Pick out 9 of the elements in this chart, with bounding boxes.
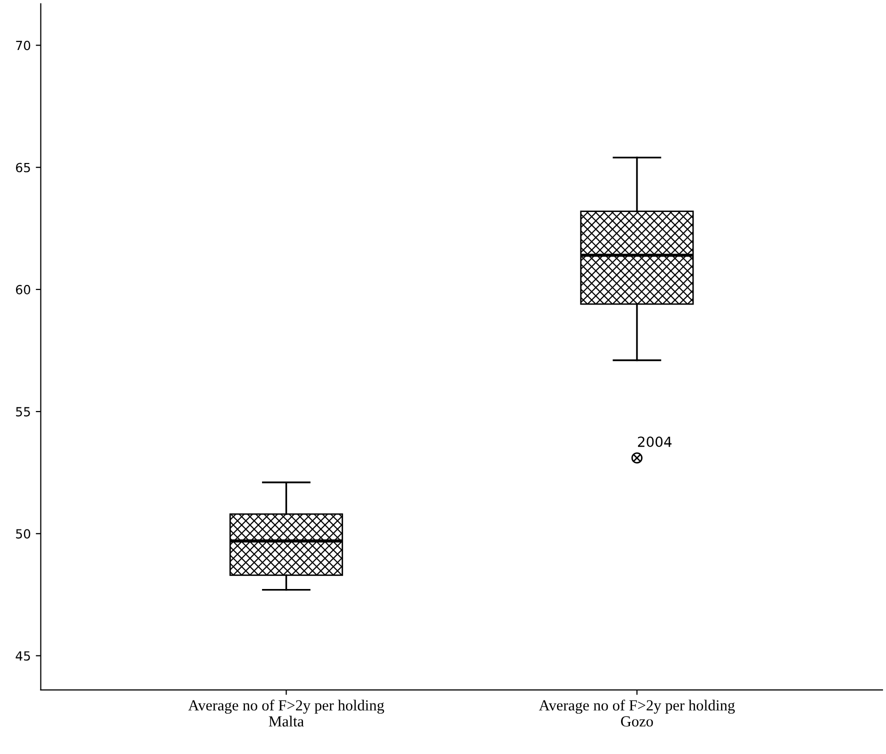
y-tick-label: 60 — [16, 284, 30, 294]
y-tick-label: 55 — [16, 407, 30, 416]
y-tick-label: 70 — [16, 40, 30, 50]
y-tick-label: 65 — [16, 162, 30, 172]
x-tick-label: Average no of F>2y per holding Malta — [188, 700, 384, 727]
y-tick-label: 50 — [16, 529, 30, 539]
annotation: 2004 — [638, 436, 672, 448]
y-tick-label: 45 — [16, 651, 30, 661]
x-tick-label: Average no of F>2y per holding Gozo — [538, 700, 735, 727]
